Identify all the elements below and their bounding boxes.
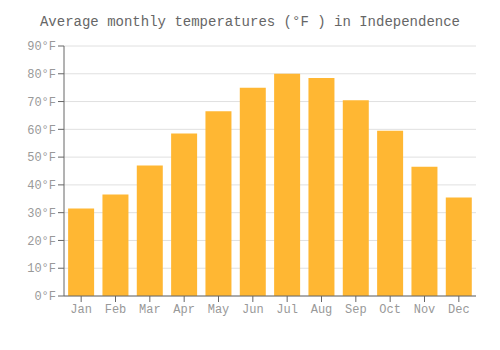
svg-text:90°F: 90°F bbox=[27, 40, 56, 54]
svg-text:80°F: 80°F bbox=[27, 68, 56, 82]
svg-text:60°F: 60°F bbox=[27, 124, 56, 138]
html-text:Average monthly temperatures (: Average monthly temperatures (°F ) in In… bbox=[40, 14, 460, 30]
svg-text:20°F: 20°F bbox=[27, 235, 56, 249]
svg-text:Feb: Feb bbox=[105, 303, 127, 317]
svg-text:May: May bbox=[208, 303, 230, 317]
svg-text:40°F: 40°F bbox=[27, 179, 56, 193]
svg-text:50°F: 50°F bbox=[27, 151, 56, 165]
svg-text:Dec: Dec bbox=[448, 303, 470, 317]
svg-text:Oct: Oct bbox=[379, 303, 401, 317]
svg-text:Aug: Aug bbox=[311, 303, 333, 317]
svg-text:10°F: 10°F bbox=[27, 262, 56, 276]
svg-text:Jan: Jan bbox=[70, 303, 92, 317]
svg-text:Jul: Jul bbox=[276, 303, 298, 317]
svg-text:Jun: Jun bbox=[242, 303, 264, 317]
svg-text:Nov: Nov bbox=[414, 303, 436, 317]
svg-text:70°F: 70°F bbox=[27, 96, 56, 110]
svg-text:Mar: Mar bbox=[139, 303, 161, 317]
svg-text:30°F: 30°F bbox=[27, 207, 56, 221]
svg-text:0°F: 0°F bbox=[34, 290, 56, 304]
svg-text:Apr: Apr bbox=[173, 303, 195, 317]
svg-text:Sep: Sep bbox=[345, 303, 367, 317]
